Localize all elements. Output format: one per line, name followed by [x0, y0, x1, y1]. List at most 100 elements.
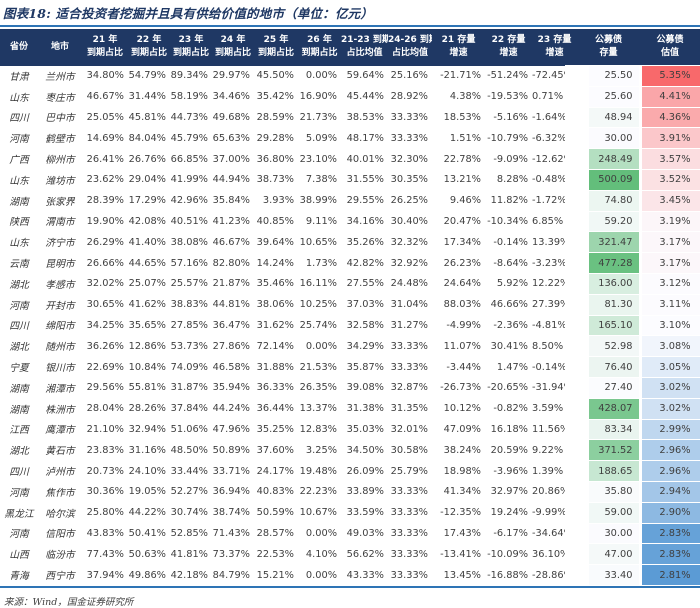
- public-bond-stock-cell: 30.00: [565, 127, 641, 150]
- value-cell: 24.10%: [128, 465, 166, 477]
- value-cell: 49.03%: [346, 527, 384, 539]
- column-header: 21-23 到期 占比均值: [341, 29, 388, 66]
- value-cell: 32.58%: [346, 319, 384, 331]
- value-cell: 21.10%: [86, 423, 124, 435]
- public-bond-valuation-cell: 2.96%: [638, 460, 700, 482]
- value-cell: 4.38%: [449, 91, 481, 103]
- value-cell: 19.48%: [299, 465, 337, 477]
- public-bond-valuation-cell: 2.99%: [638, 418, 700, 441]
- value-cell: 16.11%: [299, 278, 337, 290]
- value-cell: 33.44%: [170, 465, 208, 477]
- value-cell: 74.09%: [170, 361, 208, 373]
- value-cell: 50.41%: [128, 527, 166, 539]
- value-cell: 77.43%: [86, 548, 124, 560]
- value-cell: 41.81%: [170, 548, 208, 560]
- value-cell: 16.18%: [490, 423, 528, 435]
- value-cell: 49.68%: [212, 111, 250, 123]
- value-cell: 47.09%: [443, 423, 481, 435]
- value-cell: 45.81%: [128, 111, 166, 123]
- value-cell: 10.25%: [299, 299, 337, 311]
- value-cell: -34.64%: [532, 527, 573, 539]
- value-cell: 35.87%: [346, 361, 384, 373]
- value-cell: 32.02%: [86, 278, 124, 290]
- province-cell: 山东: [9, 175, 29, 187]
- value-cell: 0.00%: [305, 340, 337, 352]
- value-cell: -19.53%: [487, 91, 528, 103]
- value-cell: 13.39%: [532, 236, 570, 248]
- value-cell: 28.57%: [256, 527, 294, 539]
- public-bond-valuation-cell: 5.35%: [638, 65, 700, 87]
- figure-title: 图表18: 适合投资者挖掘并且具有供给价值的地市（单位：亿元）: [0, 0, 700, 27]
- value-cell: 32.92%: [390, 257, 428, 269]
- value-cell: -6.32%: [532, 132, 567, 144]
- value-cell: 29.55%: [346, 195, 384, 207]
- value-cell: 1.73%: [305, 257, 337, 269]
- value-cell: 26.66%: [86, 257, 124, 269]
- value-cell: 82.80%: [212, 257, 250, 269]
- value-cell: 9.22%: [532, 444, 564, 456]
- value-cell: 52.27%: [170, 486, 208, 498]
- table-row: 四川 绵阳市 34.25% 35.65% 27.85% 36.47% 31.62% 25.74…: [0, 314, 700, 337]
- value-cell: 59.64%: [346, 70, 384, 82]
- value-cell: 43.33%: [346, 569, 384, 581]
- table-row: 湖南 张家界 28.39% 17.29% 42.96% 35.84% 3.93% 38.99%…: [0, 189, 700, 212]
- value-cell: 42.82%: [346, 257, 384, 269]
- value-cell: 22.78%: [443, 153, 481, 165]
- province-cell: 黑龙江: [4, 508, 34, 520]
- value-cell: 31.04%: [390, 299, 428, 311]
- value-cell: 28.04%: [86, 403, 124, 415]
- value-cell: 30.36%: [86, 486, 124, 498]
- public-bond-stock-cell: 25.60: [565, 85, 641, 108]
- value-cell: 18.53%: [443, 111, 481, 123]
- value-cell: 32.87%: [390, 382, 428, 394]
- value-cell: 44.81%: [212, 299, 250, 311]
- city-cell: 绵阳市: [45, 321, 75, 333]
- public-bond-valuation-cell: 3.08%: [638, 335, 700, 358]
- value-cell: 29.97%: [212, 70, 250, 82]
- value-cell: -0.48%: [532, 174, 567, 186]
- value-cell: 33.33%: [390, 340, 428, 352]
- province-cell: 湖南: [9, 383, 29, 395]
- value-cell: 32.94%: [128, 423, 166, 435]
- value-cell: 25.07%: [128, 278, 166, 290]
- value-cell: 40.83%: [256, 486, 294, 498]
- column-header: 24 年到期占比: [212, 29, 254, 66]
- public-bond-valuation-cell: 2.81%: [638, 564, 700, 586]
- value-cell: -12.62%: [532, 153, 573, 165]
- value-cell: 44.22%: [128, 507, 166, 519]
- value-cell: 34.25%: [86, 319, 124, 331]
- table-row: 四川 泸州市 20.73% 24.10% 33.44% 33.71% 24.17% 19.48…: [0, 460, 700, 482]
- value-cell: -4.99%: [446, 319, 481, 331]
- value-cell: 33.33%: [390, 569, 428, 581]
- value-cell: 48.17%: [346, 132, 384, 144]
- table-row: 云南 昆明市 26.66% 44.65% 57.16% 82.80% 14.24% 1.73%…: [0, 252, 700, 274]
- table-body: 甘肃 兰州市 34.80% 54.79% 89.34% 29.97% 45.50% 0.00%…: [0, 65, 700, 586]
- table-row: 陕西 渭南市 19.90% 42.08% 40.51% 41.23% 40.85% 9.11%…: [0, 210, 700, 233]
- city-cell: 湘潭市: [45, 383, 75, 395]
- public-bond-stock-cell: 428.07: [565, 397, 641, 420]
- value-cell: 49.86%: [128, 569, 166, 581]
- province-cell: 河南: [9, 487, 29, 499]
- value-cell: 28.92%: [390, 91, 428, 103]
- value-cell: 32.30%: [390, 153, 428, 165]
- value-cell: -4.81%: [532, 319, 567, 331]
- province-cell: 湖北: [9, 342, 29, 354]
- value-cell: 44.65%: [128, 257, 166, 269]
- public-bond-valuation-cell: 3.52%: [638, 168, 700, 191]
- city-cell: 信阳市: [45, 529, 75, 541]
- value-cell: 50.59%: [256, 507, 294, 519]
- value-cell: 22.23%: [299, 486, 337, 498]
- value-cell: 31.38%: [346, 403, 384, 415]
- public-bond-stock-cell: 321.47: [565, 231, 641, 254]
- value-cell: 33.59%: [346, 507, 384, 519]
- public-bond-valuation-cell: 3.12%: [638, 272, 700, 295]
- value-cell: -26.73%: [440, 382, 481, 394]
- city-cell: 枣庄市: [45, 92, 75, 104]
- value-cell: 11.07%: [443, 340, 481, 352]
- value-cell: 7.38%: [305, 174, 337, 186]
- value-cell: 26.76%: [128, 153, 166, 165]
- value-cell: 84.79%: [212, 569, 250, 581]
- value-cell: 37.84%: [170, 403, 208, 415]
- value-cell: 26.09%: [346, 465, 384, 477]
- value-cell: 36.80%: [256, 153, 294, 165]
